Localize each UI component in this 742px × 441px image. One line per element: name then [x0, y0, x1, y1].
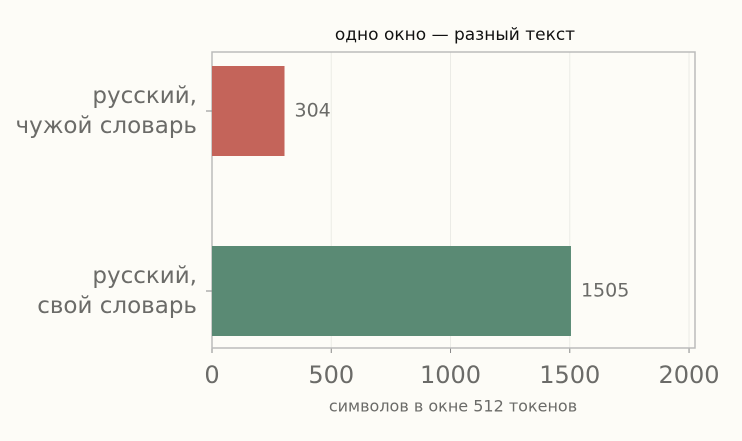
bar — [212, 246, 571, 336]
chart-title: одно окно — разный текст — [335, 25, 575, 45]
x-tick-label: 2000 — [658, 361, 719, 389]
y-tick-label-line: чужой словарь — [16, 113, 197, 139]
x-tick-label: 500 — [308, 361, 354, 389]
y-tick-label-line: русский, — [92, 83, 197, 109]
plot-frame — [211, 51, 696, 349]
value-label: 304 — [295, 100, 331, 122]
value-label: 1505 — [581, 280, 629, 302]
y-tick-label-line: свой словарь — [37, 293, 197, 319]
bar — [212, 66, 285, 156]
x-tick-label: 1000 — [420, 361, 481, 389]
y-tick-label-line: русский, — [92, 263, 197, 289]
x-tick-label: 0 — [204, 361, 219, 389]
x-axis-label: символов в окне 512 токенов — [329, 397, 577, 416]
y-tick-label: русский, свой словарь — [37, 263, 197, 319]
x-tick-label: 1500 — [539, 361, 600, 389]
y-tick-label: русский, чужой словарь — [16, 83, 197, 139]
